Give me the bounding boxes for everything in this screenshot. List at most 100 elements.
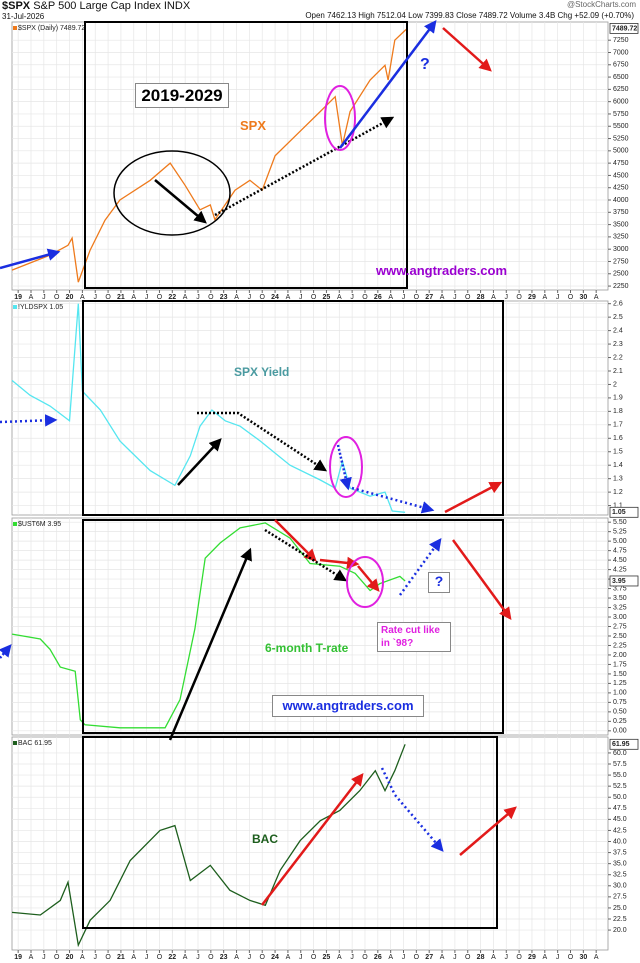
arrow [444,481,503,514]
arrow [177,438,222,486]
x-tick-label: J [248,294,252,301]
last-value-tag [609,738,639,750]
x-tick-label: 25 [323,294,331,301]
y-tick-label: 5.00 [613,538,627,545]
y-tick-label: 25.0 [613,905,627,912]
x-tick-label: A [440,954,445,961]
arrow [459,806,517,856]
x-tick-label: A [183,294,188,301]
y-tick-label: 2.50 [613,633,627,640]
y-tick-label: 2500 [613,271,629,278]
x-tick-label: 27 [425,294,433,301]
y-tick-label: 45.0 [613,816,627,823]
y-tick-label: 22.5 [613,916,627,923]
y-tick-label: 4.75 [613,547,627,554]
x-tick-label: 19 [14,954,22,961]
y-tick-label: 2.6 [613,301,623,308]
x-tick-label: 20 [66,294,74,301]
stats: Open 7462.13 High 7512.04 Low 7399.83 Cl… [305,11,634,20]
last-value-label: 7489.72 [612,25,637,32]
ellipse [329,436,363,498]
x-tick-label: O [208,294,214,301]
symbol-code: $SPX [2,0,31,12]
x-tick-label: O [568,294,574,301]
y-tick-label: 2250 [613,283,629,290]
x-tick-label: J [453,954,457,961]
y-tick-label: 7000 [613,49,629,56]
legend-swatch [13,522,17,526]
box [82,736,498,929]
x-tick-label: A [29,294,34,301]
box [82,300,504,516]
y-tick-label: 3.50 [613,595,627,602]
y-tick-label: 1.50 [613,671,627,678]
y-tick-label: 4.25 [613,566,627,573]
annotation: www.angtraders.com [376,263,507,278]
y-tick-label: 5500 [613,123,629,130]
arrow [339,20,437,149]
x-tick-label: A [542,294,547,301]
x-tick-label: 21 [117,954,125,961]
x-tick-label: A [234,294,239,301]
y-tick-label: 0.25 [613,718,627,725]
x-tick-label: J [402,954,406,961]
x-tick-label: 29 [528,294,536,301]
y-tick-label: 52.5 [613,783,627,790]
box [82,519,504,734]
x-tick-label: 19 [14,294,22,301]
x-tick-label: O [465,294,471,301]
x-tick-label: O [362,294,368,301]
last-value-label: 3.95 [612,578,626,585]
x-tick-label: 26 [374,954,382,961]
x-tick-label: 28 [477,954,485,961]
x-tick-label: A [491,954,496,961]
arrow [0,248,61,270]
x-tick-label: A [388,294,393,301]
x-tick-label: J [196,954,200,961]
x-tick-label: O [259,294,265,301]
y-tick-label: 2.00 [613,652,627,659]
x-tick-label: O [414,294,420,301]
arrow [0,414,58,427]
y-tick-label: 6250 [613,86,629,93]
y-tick-label: 2 [613,381,617,388]
x-tick-label: J [505,954,509,961]
y-tick-label: 2.75 [613,623,627,630]
y-tick-label: 2.4 [613,327,623,334]
annotation: ? [420,56,430,73]
x-tick-label: O [105,954,111,961]
y-tick-label: 2.5 [613,314,623,321]
x-tick-label: 22 [168,294,176,301]
x-tick-label: J [350,294,354,301]
y-tick-label: 50.0 [613,794,627,801]
legend-entry: BAC 61.95 [18,740,52,747]
x-tick-label: A [131,954,136,961]
legend-entry: $UST6M 3.95 [18,521,61,528]
arrow [351,486,435,514]
y-tick-label: 5250 [613,135,629,142]
x-tick-label: O [362,954,368,961]
y-tick-label: 2.1 [613,368,623,375]
arrow [261,773,364,906]
x-tick-label: A [286,954,291,961]
x-tick-label: O [54,954,60,961]
y-tick-label: 6500 [613,74,629,81]
x-tick-label: A [286,294,291,301]
ellipse [346,556,384,608]
x-tick-label: 23 [220,954,228,961]
x-tick-label: A [131,294,136,301]
x-tick-label: A [337,294,342,301]
annotation-shapes [0,20,517,929]
y-tick-label: 0.75 [613,699,627,706]
x-tick-label: A [542,954,547,961]
x-tick-label: 24 [271,954,279,961]
y-tick-label: 1.3 [613,476,623,483]
y-tick-label: 3750 [613,209,629,216]
x-tick-label: A [440,294,445,301]
x-tick-label: 23 [220,294,228,301]
x-tick-label: A [594,954,599,961]
last-value-tag [609,506,639,518]
panel-frame [11,300,609,516]
y-tick-label: 32.5 [613,872,627,879]
